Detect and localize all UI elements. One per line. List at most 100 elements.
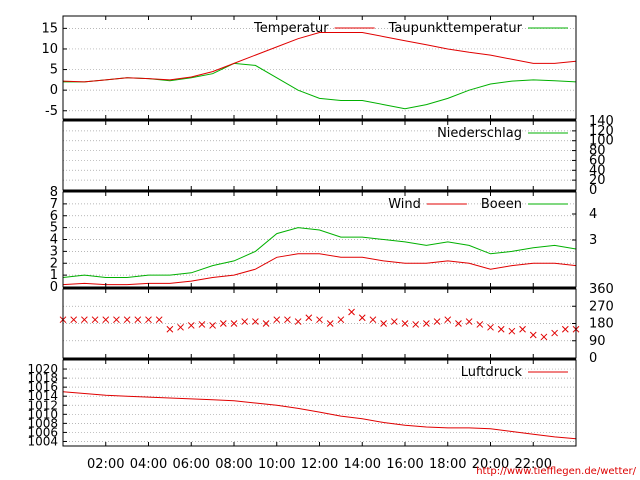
point-wind_direction-6 <box>123 316 131 324</box>
ytick-label-pressure-1004: 1004 <box>27 434 58 448</box>
ytick-right-label-wind_direction-180: 180 <box>589 317 614 332</box>
point-wind_direction-25 <box>326 320 334 327</box>
legend-label-taupunkttemperatur: Taupunkttemperatur <box>388 21 523 36</box>
series-line-taupunkttemperatur <box>63 62 577 110</box>
ytick-label-wind-5: 5 <box>50 221 58 236</box>
ytick-label-temperature-0: 0 <box>50 83 58 98</box>
point-wind_direction-31 <box>390 318 398 325</box>
point-wind_direction-26 <box>337 316 345 324</box>
point-wind_direction-20 <box>273 316 281 324</box>
source-url: http://www.tiefflegen.de/wetter/ <box>476 466 636 477</box>
ytick-right-label-precipitation-120: 120 <box>589 124 614 139</box>
ytick-label-temperature-15: 15 <box>41 21 58 36</box>
point-wind_direction-34 <box>423 320 430 327</box>
ytick-label-pressure-1020: 1020 <box>27 362 58 376</box>
series-line-wind <box>62 253 577 286</box>
xtick-label-18-00: 18:00 <box>429 457 466 472</box>
point-wind_direction-11 <box>177 323 184 331</box>
ytick-label-pressure-1010: 1010 <box>27 407 58 421</box>
legend-label-temperatur: Temperatur <box>253 21 329 36</box>
ytick-label-pressure-1008: 1008 <box>27 416 58 430</box>
xtick-label-16-00: 16:00 <box>386 457 423 472</box>
series-line-boeen <box>62 227 577 278</box>
point-wind_direction-21 <box>284 316 291 324</box>
ytick-right-label-precipitation-80: 80 <box>589 144 606 159</box>
legend-label-niederschlag: Niederschlag <box>437 126 522 141</box>
point-wind_direction-7 <box>134 316 142 324</box>
ytick-label-wind-3: 3 <box>50 244 58 259</box>
point-wind_direction-1 <box>70 316 78 324</box>
ytick-label-wind-2: 2 <box>50 256 58 271</box>
point-wind_direction-37 <box>455 320 462 327</box>
ytick-right-label-precipitation-20: 20 <box>589 173 606 188</box>
tick-layer <box>63 16 576 446</box>
point-wind_direction-13 <box>198 321 206 328</box>
point-wind_direction-14 <box>209 322 216 329</box>
ytick-label-wind-8: 8 <box>50 185 58 200</box>
point-wind_direction-3 <box>91 316 99 324</box>
ytick-right-label-wind_direction-0: 0 <box>589 351 597 366</box>
series-line-luftdruck <box>62 391 577 440</box>
xtick-label-20-00: 20:00 <box>472 457 509 472</box>
xtick-label-10-00: 10:00 <box>258 457 295 472</box>
ytick-label-pressure-1006: 1006 <box>27 425 58 439</box>
point-wind_direction-46 <box>551 329 558 337</box>
ytick-label-temperature-10: 10 <box>41 42 58 57</box>
legend-label-boeen: Boeen <box>481 197 522 212</box>
point-wind_direction-22 <box>294 318 302 325</box>
point-wind_direction-29 <box>369 316 377 324</box>
point-wind_direction-41 <box>497 325 505 333</box>
ytick-label-pressure-1014: 1014 <box>27 389 58 403</box>
point-wind_direction-4 <box>102 316 110 324</box>
point-wind_direction-28 <box>358 314 366 322</box>
xtick-label-08-00: 08:00 <box>215 457 252 472</box>
ytick-right-label-precipitation-0: 0 <box>589 183 597 198</box>
legend-label-luftdruck: Luftdruck <box>461 365 523 380</box>
point-wind_direction-35 <box>433 318 441 325</box>
point-wind_direction-15 <box>219 320 227 327</box>
ytick-label-pressure-1016: 1016 <box>27 380 58 394</box>
point-wind_direction-27 <box>348 308 355 316</box>
point-wind_direction-17 <box>241 318 249 325</box>
point-wind_direction-42 <box>508 327 516 335</box>
point-wind_direction-30 <box>380 320 387 327</box>
point-wind_direction-38 <box>465 318 473 325</box>
point-wind_direction-36 <box>444 316 452 324</box>
point-wind_direction-8 <box>145 316 152 324</box>
ytick-right-label-precipitation-140: 140 <box>589 114 614 129</box>
series-line-temperatur <box>62 32 577 83</box>
xtick-label-06-00: 06:00 <box>173 457 210 472</box>
point-wind_direction-24 <box>316 316 323 324</box>
ytick-label-wind-4: 4 <box>50 233 58 248</box>
point-wind_direction-40 <box>487 323 494 331</box>
point-wind_direction-23 <box>305 314 313 322</box>
ytick-right-label-precipitation-40: 40 <box>589 163 606 178</box>
ytick-right-label-wind-3: 3 <box>589 233 597 248</box>
point-wind_direction-18 <box>252 318 259 325</box>
ytick-label-pressure-1012: 1012 <box>27 398 58 412</box>
ytick-label-wind-1: 1 <box>50 268 58 283</box>
ytick-right-label-wind_direction-90: 90 <box>589 334 606 349</box>
point-wind_direction-45 <box>540 333 548 341</box>
point-wind_direction-19 <box>262 320 270 327</box>
xtick-label-04-00: 04:00 <box>130 457 167 472</box>
point-wind_direction-44 <box>529 331 537 339</box>
ytick-label-pressure-1018: 1018 <box>27 371 58 385</box>
point-wind_direction-5 <box>113 316 120 324</box>
frame-layer <box>62 15 577 447</box>
label-layer: 151050-5TaupunkttemperaturTemperatur1401… <box>27 21 613 472</box>
point-wind_direction-32 <box>401 320 409 327</box>
legend-label-wind: Wind <box>388 197 421 212</box>
point-wind_direction-33 <box>412 321 420 328</box>
point-wind_direction-9 <box>155 316 163 324</box>
ytick-label-wind-0: 0 <box>50 280 58 295</box>
ytick-right-label-precipitation-60: 60 <box>589 153 606 168</box>
xtick-label-22-00: 22:00 <box>515 457 552 472</box>
ytick-right-label-precipitation-100: 100 <box>589 134 614 149</box>
xtick-label-02-00: 02:00 <box>87 457 124 472</box>
xtick-label-12-00: 12:00 <box>301 457 338 472</box>
ytick-label-temperature--5: -5 <box>45 104 58 119</box>
point-wind_direction-39 <box>476 321 484 328</box>
xtick-label-14-00: 14:00 <box>344 457 381 472</box>
